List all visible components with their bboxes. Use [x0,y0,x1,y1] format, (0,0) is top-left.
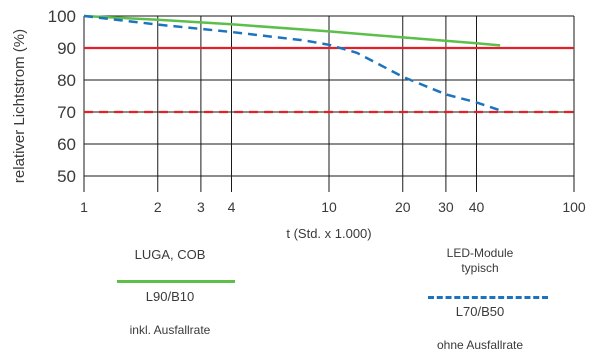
x-axis-label: t (Std. x 1.000) [286,226,371,241]
y-tick-label: 70 [57,103,76,122]
legend-left-label: L90/B10 [145,289,195,304]
legend-right-note: ohne Ausfallrate [436,338,524,352]
y-tick-label: 60 [57,135,76,154]
x-tick-label: 40 [469,199,485,215]
x-tick-label: 2 [154,199,162,215]
x-tick-label: 1 [80,199,88,215]
legend-right-title-line2: typisch [461,261,499,275]
chart-series [83,14,501,112]
legend-right-title-line1: LED-Module [446,246,514,260]
x-tick-label: 3 [197,199,205,215]
series-line-2 [83,14,501,112]
legend-right-swatch [428,296,548,299]
legend-right-label: L70/B50 [455,304,505,319]
x-tick-label: 4 [228,199,236,215]
legend-left-swatch [117,280,235,283]
y-tick-label: 100 [48,7,76,26]
y-tick-label: 80 [57,71,76,90]
y-tick-label: 90 [57,39,76,58]
x-tick-label: 20 [395,199,411,215]
y-axis-label: relativer Lichtstrom (%) [11,29,28,183]
x-tick-label: 100 [562,199,586,215]
tick-labels: 50 60 70 80 90 100 1 2 3 4 10 20 30 40 100 [48,7,586,215]
legend-left-note: inkl. Ausfallrate [129,323,211,337]
legend-left-title: LUGA, COB [134,247,206,262]
x-tick-label: 30 [438,199,454,215]
reference-lines [84,46,574,114]
y-tick-label: 50 [57,167,76,186]
chart-grid [83,15,575,192]
x-tick-label: 10 [321,199,337,215]
series-line-1 [83,14,501,47]
